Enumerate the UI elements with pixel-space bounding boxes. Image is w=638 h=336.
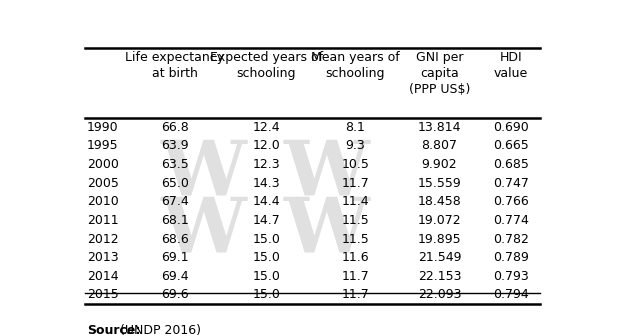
Text: Expected years of
schooling: Expected years of schooling: [210, 51, 323, 80]
Text: 11.7: 11.7: [341, 177, 369, 190]
Text: 9.3: 9.3: [346, 139, 366, 153]
Text: W: W: [160, 138, 246, 212]
Text: 0.794: 0.794: [493, 288, 529, 301]
Text: Mean years of
schooling: Mean years of schooling: [311, 51, 400, 80]
Text: 10.5: 10.5: [341, 158, 369, 171]
Text: 9.902: 9.902: [422, 158, 457, 171]
Text: 0.782: 0.782: [493, 233, 529, 246]
Text: 69.1: 69.1: [161, 251, 189, 264]
Text: 69.6: 69.6: [161, 288, 189, 301]
Text: 12.3: 12.3: [253, 158, 280, 171]
Text: 21.549: 21.549: [418, 251, 461, 264]
Text: 19.072: 19.072: [418, 214, 461, 227]
Text: 2011: 2011: [87, 214, 118, 227]
Text: 65.0: 65.0: [161, 177, 189, 190]
Text: 2014: 2014: [87, 270, 118, 283]
Text: Source:: Source:: [87, 324, 140, 336]
Text: HDI
value: HDI value: [494, 51, 528, 80]
Text: 8.807: 8.807: [422, 139, 457, 153]
Text: 14.4: 14.4: [253, 195, 280, 208]
Text: 67.4: 67.4: [161, 195, 189, 208]
Text: 2012: 2012: [87, 233, 118, 246]
Text: 15.0: 15.0: [253, 270, 280, 283]
Text: 66.8: 66.8: [161, 121, 189, 134]
Text: (UNDP 2016): (UNDP 2016): [116, 324, 201, 336]
Text: 11.6: 11.6: [341, 251, 369, 264]
Text: 69.4: 69.4: [161, 270, 189, 283]
Text: 11.5: 11.5: [341, 214, 369, 227]
Text: 12.0: 12.0: [253, 139, 280, 153]
Text: Life expectancy
at birth: Life expectancy at birth: [126, 51, 225, 80]
Text: 0.665: 0.665: [493, 139, 529, 153]
Text: 15.0: 15.0: [253, 288, 280, 301]
Text: 14.3: 14.3: [253, 177, 280, 190]
Text: 11.5: 11.5: [341, 233, 369, 246]
Text: 0.774: 0.774: [493, 214, 529, 227]
Text: 1990: 1990: [87, 121, 118, 134]
Text: 22.153: 22.153: [418, 270, 461, 283]
Text: 63.9: 63.9: [161, 139, 189, 153]
Text: 0.789: 0.789: [493, 251, 529, 264]
Text: 11.7: 11.7: [341, 288, 369, 301]
Text: 2010: 2010: [87, 195, 119, 208]
Text: 8.1: 8.1: [345, 121, 366, 134]
Text: 15.0: 15.0: [253, 233, 280, 246]
Text: 0.747: 0.747: [493, 177, 529, 190]
Text: 2015: 2015: [87, 288, 119, 301]
Text: W: W: [284, 195, 370, 269]
Text: 0.793: 0.793: [493, 270, 529, 283]
Text: 1995: 1995: [87, 139, 118, 153]
Text: W: W: [160, 195, 246, 269]
Text: 14.7: 14.7: [253, 214, 280, 227]
Text: 68.6: 68.6: [161, 233, 189, 246]
Text: 15.0: 15.0: [253, 251, 280, 264]
Text: 22.093: 22.093: [418, 288, 461, 301]
Text: 63.5: 63.5: [161, 158, 189, 171]
Text: 15.559: 15.559: [418, 177, 461, 190]
Text: 0.766: 0.766: [493, 195, 529, 208]
Text: 68.1: 68.1: [161, 214, 189, 227]
Text: 13.814: 13.814: [418, 121, 461, 134]
Text: 0.690: 0.690: [493, 121, 529, 134]
Text: 2013: 2013: [87, 251, 118, 264]
Text: GNI per
capita
(PPP US$): GNI per capita (PPP US$): [409, 51, 470, 96]
Text: 12.4: 12.4: [253, 121, 280, 134]
Text: 2005: 2005: [87, 177, 119, 190]
Text: 2000: 2000: [87, 158, 119, 171]
Text: 0.685: 0.685: [493, 158, 529, 171]
Text: 18.458: 18.458: [418, 195, 461, 208]
Text: W: W: [284, 138, 370, 212]
Text: 11.7: 11.7: [341, 270, 369, 283]
Text: 19.895: 19.895: [418, 233, 461, 246]
Text: 11.4: 11.4: [341, 195, 369, 208]
